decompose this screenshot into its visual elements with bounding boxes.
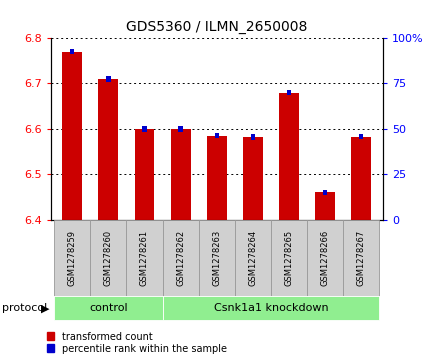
FancyBboxPatch shape <box>162 220 198 296</box>
Text: GSM1278267: GSM1278267 <box>357 230 366 286</box>
FancyBboxPatch shape <box>198 220 235 296</box>
Bar <box>279 93 299 220</box>
Text: GSM1278259: GSM1278259 <box>68 230 77 286</box>
FancyBboxPatch shape <box>162 297 379 320</box>
Bar <box>215 133 219 138</box>
Bar <box>315 192 335 220</box>
Text: GSM1278263: GSM1278263 <box>212 230 221 286</box>
Bar <box>106 76 110 82</box>
Text: GSM1278265: GSM1278265 <box>284 230 293 286</box>
FancyBboxPatch shape <box>343 220 379 296</box>
Title: GDS5360 / ILMN_2650008: GDS5360 / ILMN_2650008 <box>126 20 308 34</box>
Text: GSM1278266: GSM1278266 <box>320 230 330 286</box>
Text: GSM1278264: GSM1278264 <box>248 230 257 286</box>
Bar <box>323 190 327 195</box>
Text: protocol: protocol <box>2 303 48 313</box>
Text: GSM1278260: GSM1278260 <box>104 230 113 286</box>
Bar <box>251 134 255 140</box>
Bar <box>359 134 363 139</box>
Bar <box>243 137 263 220</box>
FancyBboxPatch shape <box>126 220 162 296</box>
Text: GSM1278262: GSM1278262 <box>176 230 185 286</box>
Bar <box>62 52 82 220</box>
Bar <box>351 136 371 220</box>
Bar <box>171 129 191 220</box>
Text: control: control <box>89 303 128 313</box>
Bar <box>287 90 291 95</box>
Text: GSM1278261: GSM1278261 <box>140 230 149 286</box>
Bar <box>135 129 154 220</box>
Bar <box>207 136 227 220</box>
FancyBboxPatch shape <box>54 297 162 320</box>
Legend: transformed count, percentile rank within the sample: transformed count, percentile rank withi… <box>47 331 227 354</box>
Bar <box>142 126 147 132</box>
FancyBboxPatch shape <box>235 220 271 296</box>
Text: ▶: ▶ <box>41 303 50 313</box>
Bar <box>179 126 183 132</box>
Bar <box>70 49 74 54</box>
FancyBboxPatch shape <box>90 220 126 296</box>
FancyBboxPatch shape <box>271 220 307 296</box>
Text: Csnk1a1 knockdown: Csnk1a1 knockdown <box>213 303 328 313</box>
Bar <box>99 79 118 220</box>
FancyBboxPatch shape <box>307 220 343 296</box>
FancyBboxPatch shape <box>54 220 90 296</box>
